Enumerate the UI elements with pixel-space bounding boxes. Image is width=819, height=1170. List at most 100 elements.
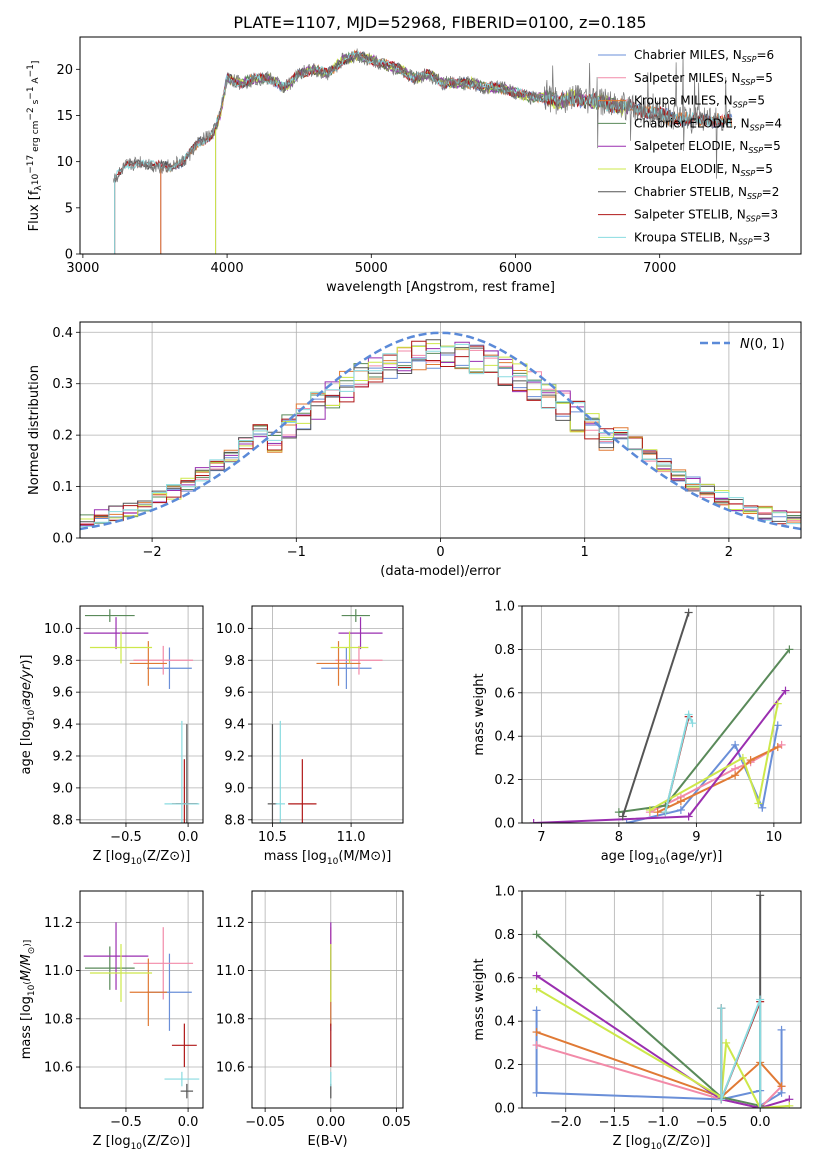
label-part: (M/M⊙)] [338,849,391,864]
label-part: 10 [131,1142,143,1152]
plot-area [532,891,794,1108]
label-part: mass weight [472,958,487,1040]
legend-sub: SSP [748,146,763,155]
y-tick-label: 10 [56,155,73,170]
legend-text: Kroupa STELIB, N [634,230,738,244]
panel-weight_vs_Z: −2.0 −1.5 −1.0 −0.5 0.0 0.0 0.2 0.4 0.6 0.8 1.0 Z [… [472,885,802,1152]
histogram-salpeter-stelib [80,340,801,526]
legend-text: Chabrier MILES, N [634,48,742,62]
legend-text: Kroupa ELODIE, N [634,162,741,176]
y-tick-label: 9.8 [224,654,245,669]
y-tick-label: 0.8 [494,928,515,943]
errorbar-kroupa-miles [316,641,361,686]
x-axis-label: Z [log10(Z/Z⊙)] [613,1134,711,1152]
legend-text: =5 [747,94,765,108]
panel-age_vs_Z: −0.5 0.08.89.09.29.49.69.810.0Z [log10(Z/… [19,605,204,867]
y-tick-label: 0.2 [494,773,515,788]
y-axis-label: mass weight [472,673,487,755]
label-part: (age/yr)] [665,849,722,864]
x-tick-label: 11.0 [337,830,366,845]
y-tick-label: 15 [56,109,73,124]
x-axis-label: (data-model)/error [380,564,501,579]
label-part: Normed distribution [27,365,42,495]
legend-sub: SSP [742,55,757,64]
label-part: (Z/Z⊙)] [142,849,190,864]
y-tick-label: 20 [56,63,73,78]
y-tick-label: 9.4 [52,718,73,733]
label-part: age [log [19,721,34,774]
legend-text: =5 [755,71,773,85]
x-tick-label: 3000 [66,261,99,276]
legend-sub: SSP [746,215,761,224]
legend-sub: SSP [741,78,756,87]
plot-area [83,609,200,823]
y-tick-label: 8.8 [52,813,73,828]
x-tick-label: −1.5 [599,1115,631,1130]
axes-frame [251,605,404,824]
x-axis-label: Z [log10(Z/Z⊙)] [93,1134,191,1152]
weight-line-chabrier-stelib [621,612,690,817]
x-tick-label: −0.5 [696,1115,728,1130]
plot-area [112,48,733,254]
plot-area [80,331,801,531]
label-part: mass [log [264,849,327,864]
label-part: age [log [601,849,654,864]
legend-text: =6 [756,48,774,62]
label-part: Z [log [93,1134,131,1149]
y-tick-label: 9.8 [52,654,73,669]
x-tick-label: 7 [537,830,545,845]
errorbar-kroupa-elodie [89,631,153,664]
legend-text: Salpeter ELODIE, N [634,139,748,153]
label-part: A [31,77,41,87]
y-tick-label: 9.6 [224,686,245,701]
errorbar-chabrier-elodie [84,609,135,622]
axes-frame [521,890,802,1109]
label-part: erg cm [31,121,41,155]
label-part: mass [log [19,996,34,1059]
y-tick-label: 0.2 [52,429,73,444]
errorbar-chabrier-elodie [84,946,135,990]
label-part: 10 [654,857,666,867]
x-tick-label: 2 [725,545,733,560]
y-tick-label: 0.0 [52,532,73,547]
errorbar-chabrier-miles [147,647,192,689]
x-tick-label: −2.0 [550,1115,582,1130]
weight-line-kroupa-stelib [720,999,762,1108]
legend-sub: SSP [750,123,765,132]
legend-text: N [740,337,750,352]
x-tick-label: 9 [692,830,700,845]
axes-frame [79,605,204,824]
label-part: −1 [26,64,36,77]
y-axis-label: mass weight [472,958,487,1040]
legend-label-salpeter-stelib: Salpeter STELIB, NSSP=3 [634,208,778,224]
errorbar-salpeter-stelib [288,759,317,823]
legend-text: Chabrier STELIB, N [634,185,747,199]
y-tick-label: 1.0 [494,600,515,615]
x-tick-label: 10 [766,830,783,845]
legend-text: Salpeter STELIB, N [634,208,746,222]
weight-line-kroupa-miles [536,1031,783,1099]
errorbar-kroupa-stelib [164,720,200,823]
x-tick-label: −0.5 [110,1115,142,1130]
y-tick-label: 0.6 [494,686,515,701]
errorbar-chabrier-elodie [341,609,370,622]
label-part: −17 [26,155,36,174]
panel-mass_vs_Z: −0.5 0.010.610.811.011.2Z [log10(Z/Z⊙)]ma… [19,890,204,1152]
label-part: M/M [19,954,34,981]
errorbar-kroupa-stelib [164,1071,200,1087]
errorbar-chabrier-stelib [180,1083,194,1099]
legend-text: =2 [762,185,780,199]
x-tick-label: −1.0 [647,1115,679,1130]
label-part: (Z/Z⊙)] [142,1134,190,1149]
axes-frame [79,36,802,255]
axes-frame [251,890,404,1109]
plot-area [267,609,383,823]
axes-frame [521,605,802,824]
y-tick-label: 0 [65,248,73,263]
x-tick-label: 6000 [499,261,532,276]
x-tick-label: 5000 [355,261,388,276]
label-part: ( [23,981,33,985]
legend-text: (0, 1) [750,337,785,352]
